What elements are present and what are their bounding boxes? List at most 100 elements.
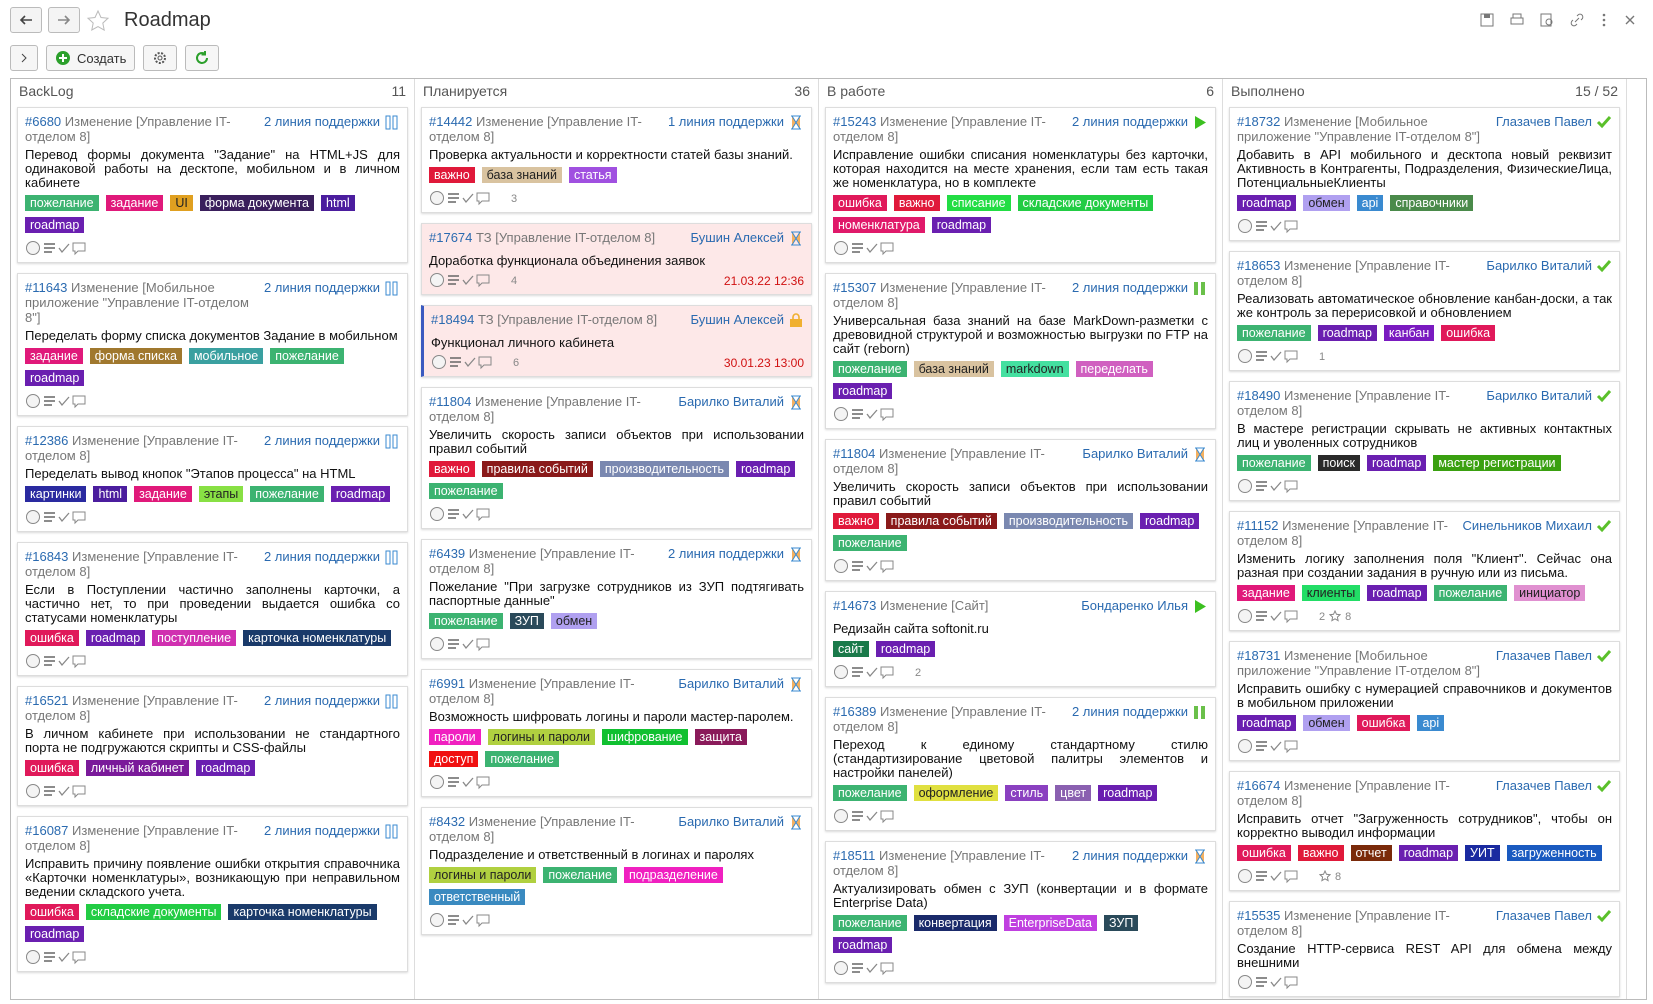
tag[interactable]: roadmap	[931, 217, 992, 233]
tag[interactable]: html	[93, 486, 128, 502]
tag[interactable]: ошибка	[25, 630, 79, 646]
tag[interactable]: важно	[1297, 845, 1344, 861]
tag[interactable]: форма списка	[89, 348, 182, 364]
tag[interactable]: roadmap	[833, 937, 893, 953]
tag[interactable]: обмен	[1303, 715, 1350, 731]
tag[interactable]: roadmap	[875, 641, 936, 657]
tag[interactable]: база знаний	[481, 167, 562, 183]
tag[interactable]: roadmap	[330, 486, 391, 502]
tag[interactable]: html	[321, 195, 355, 211]
tag[interactable]: картинки	[25, 486, 87, 502]
tag[interactable]: roadmap	[1098, 785, 1158, 801]
tag[interactable]: api	[1356, 195, 1384, 211]
tag[interactable]: загруженность	[1506, 845, 1602, 861]
tag[interactable]: ошибка	[1237, 845, 1291, 861]
tag[interactable]: ЗУП	[509, 613, 544, 629]
task-card[interactable]: #16087 Изменение [Управление IT-отделом …	[17, 816, 408, 972]
tag[interactable]: roadmap	[1140, 513, 1200, 529]
task-card[interactable]: #14673 Изменение [Сайт] Бондаренко Илья Ре…	[825, 591, 1216, 687]
tag[interactable]: задание	[1237, 585, 1295, 601]
tag[interactable]: roadmap	[25, 370, 85, 386]
tag[interactable]: защита	[694, 729, 748, 745]
tag[interactable]: канбан	[1383, 325, 1435, 341]
tag[interactable]: шифрование	[602, 729, 688, 745]
task-card[interactable]: #11804 Изменение [Управление IT-отделом …	[421, 387, 812, 529]
tag[interactable]: roadmap	[833, 383, 893, 399]
tag[interactable]: roadmap	[25, 926, 85, 942]
tag[interactable]: задание	[25, 348, 83, 364]
tag[interactable]: важно	[429, 461, 475, 477]
tag[interactable]: EnterpriseData	[1003, 915, 1097, 931]
tag[interactable]: пожелание	[485, 751, 559, 767]
refresh-button[interactable]	[185, 45, 220, 71]
tag[interactable]: мастер регистрации	[1433, 455, 1561, 471]
tag[interactable]: пожелание	[1237, 455, 1311, 471]
task-card[interactable]: #11804 Изменение [Управление IT-отделом …	[825, 439, 1216, 581]
tag[interactable]: справочники	[1390, 195, 1474, 211]
tag[interactable]: roadmap	[1366, 455, 1427, 471]
preview-icon[interactable]	[1539, 12, 1555, 28]
tag[interactable]: конвертация	[913, 915, 997, 931]
back-button[interactable]	[10, 7, 42, 33]
tag[interactable]: производительность	[1003, 513, 1133, 529]
tag[interactable]: задание	[134, 486, 192, 502]
tag[interactable]: номенклатура	[833, 217, 925, 233]
task-card[interactable]: #16674 Изменение [Управление IT-отделом …	[1229, 771, 1620, 891]
tag[interactable]: правила событий	[481, 461, 593, 477]
tag[interactable]: roadmap	[25, 217, 85, 233]
tag[interactable]: ЗУП	[1103, 915, 1139, 931]
tag[interactable]: важно	[833, 513, 879, 529]
tag[interactable]: roadmap	[736, 461, 796, 477]
tag[interactable]: пожелание	[250, 486, 324, 502]
tag[interactable]: отчет	[1350, 845, 1392, 861]
tag[interactable]: пожелание	[1433, 585, 1508, 601]
tag[interactable]: поиск	[1317, 455, 1360, 471]
tag[interactable]: логины и пароли	[429, 867, 537, 883]
tag[interactable]: roadmap	[195, 760, 256, 776]
task-card[interactable]: #6680 Изменение [Управление IT-отделом 8…	[17, 107, 408, 263]
settings-button[interactable]	[143, 45, 178, 71]
task-card[interactable]: #16843 Изменение [Управление IT-отделом …	[17, 542, 408, 676]
tag[interactable]: доступ	[429, 751, 479, 767]
task-card[interactable]: #18731 Изменение [Мобильное приложение "…	[1229, 641, 1620, 761]
link-icon[interactable]	[1569, 12, 1585, 28]
tag[interactable]: задание	[105, 195, 164, 211]
tag[interactable]: инициатор	[1514, 585, 1586, 601]
expand-button[interactable]	[10, 45, 38, 71]
tag[interactable]: обмен	[1303, 195, 1350, 211]
tag[interactable]: ошибка	[25, 904, 79, 920]
tag[interactable]: roadmap	[1317, 325, 1377, 341]
task-card[interactable]: #11152 Изменение [Управление IT-отделом …	[1229, 511, 1620, 631]
tag[interactable]: база знаний	[913, 361, 994, 377]
tag[interactable]: markdown	[1000, 361, 1069, 377]
tag[interactable]: форма документа	[199, 195, 315, 211]
tag[interactable]: производительность	[599, 461, 729, 477]
tag[interactable]: обмен	[550, 613, 598, 629]
task-card[interactable]: #17674 ТЗ [Управление IT-отделом 8] Бушин…	[421, 223, 812, 295]
tag[interactable]: roadmap	[1237, 715, 1297, 731]
tag[interactable]: roadmap	[85, 630, 146, 646]
task-card[interactable]: #12386 Изменение [Управление IT-отделом …	[17, 426, 408, 532]
tag[interactable]: ошибка	[1441, 325, 1496, 341]
tag[interactable]: клиенты	[1301, 585, 1361, 601]
tag[interactable]: ошибка	[833, 195, 887, 211]
task-card[interactable]: #16521 Изменение [Управление IT-отделом …	[17, 686, 408, 806]
print-icon[interactable]	[1509, 12, 1525, 28]
tag[interactable]: пожелание	[429, 483, 503, 499]
tag[interactable]: поступление	[152, 630, 237, 646]
tag[interactable]: этапы	[198, 486, 244, 502]
tag[interactable]: карточка номенклатуры	[228, 904, 377, 920]
create-button[interactable]: Создать	[46, 45, 136, 71]
tag[interactable]: roadmap	[1237, 195, 1297, 211]
tag[interactable]: складские документы	[1017, 195, 1154, 211]
tag[interactable]: оформление	[913, 785, 999, 801]
forward-button[interactable]	[48, 7, 80, 33]
tag[interactable]: важно	[429, 167, 475, 183]
task-card[interactable]: #14442 Изменение [Управление IT-отделом …	[421, 107, 812, 213]
close-icon[interactable]	[1623, 12, 1637, 28]
tag[interactable]: пожелание	[543, 867, 617, 883]
task-card[interactable]: #18490 Изменение [Управление IT-отделом …	[1229, 381, 1620, 501]
task-card[interactable]: #6991 Изменение [Управление IT-отделом 8…	[421, 669, 812, 797]
tag[interactable]: пожелание	[833, 785, 907, 801]
task-card[interactable]: #11643 Изменение [Мобильное приложение "…	[17, 273, 408, 416]
